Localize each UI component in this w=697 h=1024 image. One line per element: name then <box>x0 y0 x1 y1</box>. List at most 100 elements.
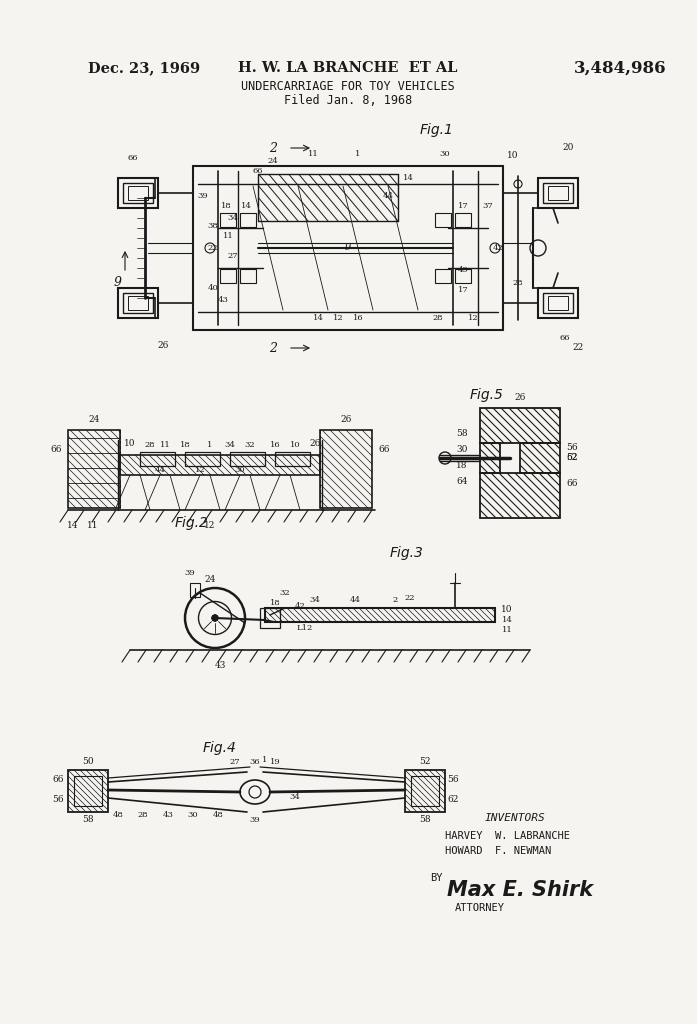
Text: 1: 1 <box>207 441 213 449</box>
Bar <box>128 296 148 310</box>
Text: Fig.3: Fig.3 <box>390 546 424 560</box>
Bar <box>543 183 573 203</box>
Text: 52: 52 <box>420 758 431 767</box>
Text: 26: 26 <box>340 416 352 425</box>
Text: 1: 1 <box>355 150 360 158</box>
Text: 26: 26 <box>158 341 169 349</box>
Bar <box>185 452 220 466</box>
Text: 10: 10 <box>290 441 300 449</box>
Bar <box>123 183 153 203</box>
Text: 26: 26 <box>309 438 321 447</box>
Text: 39: 39 <box>250 816 261 824</box>
Text: 11: 11 <box>307 150 319 158</box>
Text: 32: 32 <box>279 589 291 597</box>
Text: 16: 16 <box>270 441 280 449</box>
Text: UNDERCARRIAGE FOR TOY VEHICLES: UNDERCARRIAGE FOR TOY VEHICLES <box>241 80 455 92</box>
Text: 22: 22 <box>572 343 583 352</box>
Text: HOWARD  F. NEWMAN: HOWARD F. NEWMAN <box>445 846 551 856</box>
Text: 30: 30 <box>235 466 245 474</box>
Text: L12: L12 <box>297 624 313 632</box>
Text: 66: 66 <box>253 167 263 175</box>
Text: 10: 10 <box>501 605 513 614</box>
Bar <box>220 213 236 227</box>
Text: 22: 22 <box>208 244 218 252</box>
Text: 24: 24 <box>89 416 100 425</box>
Ellipse shape <box>212 615 218 621</box>
Bar <box>230 452 265 466</box>
Bar <box>240 213 256 227</box>
Ellipse shape <box>212 615 218 621</box>
Text: 27: 27 <box>228 252 238 260</box>
Text: Fig.5: Fig.5 <box>470 388 504 402</box>
Bar <box>118 288 158 318</box>
Text: 2: 2 <box>269 341 277 354</box>
Text: INVENTORS: INVENTORS <box>485 813 546 823</box>
Text: 14: 14 <box>502 616 512 624</box>
Text: 56: 56 <box>447 775 459 784</box>
Text: 30: 30 <box>187 811 199 819</box>
Text: 24: 24 <box>204 575 215 585</box>
Text: 12: 12 <box>468 314 478 322</box>
Bar <box>265 608 495 622</box>
Bar <box>275 452 310 466</box>
Text: 43: 43 <box>162 811 174 819</box>
Text: 12: 12 <box>194 466 206 474</box>
Ellipse shape <box>212 615 218 621</box>
Text: 32: 32 <box>245 441 255 449</box>
Bar <box>411 776 439 806</box>
Bar <box>140 452 175 466</box>
Bar <box>68 770 108 812</box>
Text: 56: 56 <box>52 796 64 805</box>
Text: 11: 11 <box>160 441 170 449</box>
Bar <box>480 473 560 518</box>
Bar <box>543 293 573 313</box>
Text: Max E. Shirk: Max E. Shirk <box>447 880 593 900</box>
Text: 11: 11 <box>502 626 512 634</box>
Text: 49: 49 <box>457 266 468 274</box>
Text: 16: 16 <box>353 314 363 322</box>
Text: Fig.1: Fig.1 <box>420 123 454 137</box>
Bar <box>405 770 445 812</box>
Text: 62: 62 <box>566 454 578 463</box>
Bar <box>68 430 120 508</box>
Bar <box>520 443 560 473</box>
Bar <box>480 408 560 443</box>
Text: 34: 34 <box>289 793 300 801</box>
Text: 58: 58 <box>457 428 468 437</box>
Text: 28: 28 <box>138 811 148 819</box>
Text: HARVEY  W. LABRANCHE: HARVEY W. LABRANCHE <box>445 831 570 841</box>
Bar <box>548 296 568 310</box>
Text: 66: 66 <box>128 154 138 162</box>
Text: 10: 10 <box>507 152 519 161</box>
Text: BY: BY <box>430 873 443 883</box>
Bar <box>548 186 568 200</box>
Bar <box>118 178 158 208</box>
Text: Fig.2: Fig.2 <box>175 516 209 530</box>
Ellipse shape <box>212 615 218 621</box>
Text: 66: 66 <box>560 334 570 342</box>
Text: 38: 38 <box>208 222 218 230</box>
Text: 39: 39 <box>185 569 195 577</box>
Text: 11: 11 <box>222 232 233 240</box>
Text: 14: 14 <box>67 520 79 529</box>
Text: 34: 34 <box>224 441 236 449</box>
Text: 9: 9 <box>345 244 351 253</box>
Bar <box>480 443 500 473</box>
Text: 43: 43 <box>214 660 226 670</box>
Text: 20: 20 <box>562 143 574 153</box>
Text: 22: 22 <box>405 594 415 602</box>
Text: 17: 17 <box>458 202 468 210</box>
Text: 12: 12 <box>332 314 344 322</box>
Text: 2: 2 <box>392 596 397 604</box>
Text: H. W. LA BRANCHE  ET AL: H. W. LA BRANCHE ET AL <box>238 61 458 75</box>
Text: 10: 10 <box>124 438 136 447</box>
Text: 36: 36 <box>250 758 260 766</box>
Bar <box>240 269 256 283</box>
Text: 58: 58 <box>82 815 94 824</box>
Bar <box>435 269 451 283</box>
Text: 14: 14 <box>403 174 413 182</box>
Text: 28: 28 <box>513 279 523 287</box>
Text: 44: 44 <box>349 596 360 604</box>
Text: 34: 34 <box>227 214 238 222</box>
Bar <box>538 178 578 208</box>
